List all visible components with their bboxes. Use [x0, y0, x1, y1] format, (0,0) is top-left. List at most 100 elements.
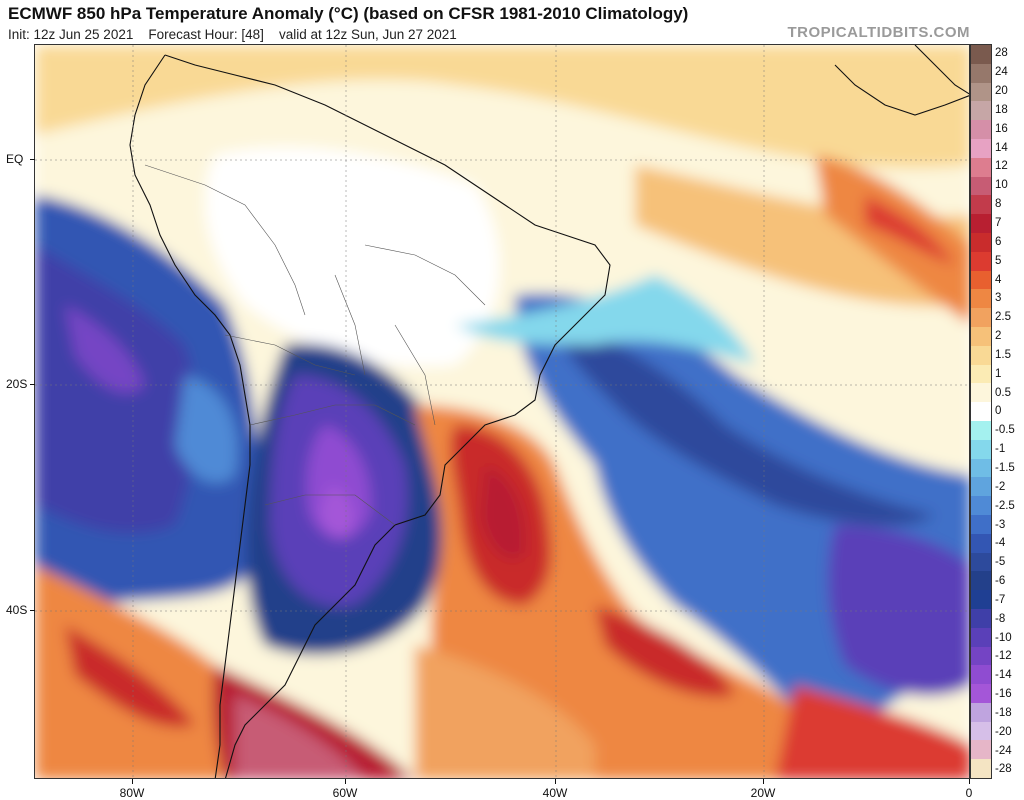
colorbar-swatch: [971, 571, 991, 591]
colorbar-swatch: [971, 684, 991, 703]
lon-tick: [345, 779, 346, 784]
colorbar-swatch: [971, 326, 991, 346]
colorbar-label: 14: [995, 141, 1008, 154]
colorbar-label: 4: [995, 273, 1002, 286]
lat-tick: [30, 610, 35, 611]
colorbar-label: 0.5: [995, 386, 1011, 399]
colorbar-swatch: [971, 740, 991, 760]
colorbar-label: -7: [995, 593, 1006, 606]
anomaly-map: [34, 44, 970, 779]
colorbar-swatch: [971, 251, 991, 271]
map-subtitle: Init: 12z Jun 25 2021 Forecast Hour: [48…: [8, 27, 457, 42]
colorbar-label: -28: [995, 763, 1012, 776]
lon-tick: [555, 779, 556, 784]
colorbar-label: -8: [995, 612, 1006, 625]
colorbar-label: -2.5: [995, 499, 1015, 512]
colorbar-swatch: [971, 364, 991, 384]
map-canvas: [35, 45, 969, 778]
colorbar-label: -16: [995, 688, 1012, 701]
colorbar-label: 12: [995, 160, 1008, 173]
lon-label-0: 0: [965, 786, 973, 800]
lat-tick: [30, 384, 35, 385]
colorbar-swatch: [971, 289, 991, 309]
lat-label-40s: 40S: [6, 603, 28, 617]
colorbar-swatch: [971, 665, 991, 685]
colorbar-swatch: [971, 270, 991, 290]
map-title: ECMWF 850 hPa Temperature Anomaly (°C) (…: [8, 4, 689, 23]
colorbar-label: 7: [995, 217, 1002, 230]
colorbar-label: 3: [995, 292, 1002, 305]
colorbar-swatch: [971, 176, 991, 196]
lon-label-60w: 60W: [332, 786, 358, 800]
colorbar-swatch: [971, 45, 991, 64]
colorbar-swatch: [971, 552, 991, 572]
colorbar-swatch: [971, 420, 991, 440]
lon-label-40w: 40W: [542, 786, 568, 800]
colorbar-swatch: [971, 514, 991, 534]
colorbar-swatch: [971, 458, 991, 478]
lon-label-20w: 20W: [750, 786, 776, 800]
colorbar-swatch: [971, 608, 991, 628]
colorbar-label: 1.5: [995, 348, 1011, 361]
lon-tick: [969, 779, 970, 784]
colorbar-label: -0.5: [995, 424, 1015, 437]
colorbar-label: -20: [995, 725, 1012, 738]
colorbar-labels: 28 24 20 18 16 14 12 10 8 7 6 5 4 3 2.5 2 1.5 1 0.5 0 -0.5 -1…: [995, 44, 1024, 779]
colorbar-label: 18: [995, 103, 1008, 116]
colorbar-label: 8: [995, 198, 1002, 211]
colorbar-swatch: [971, 477, 991, 497]
colorbar-label: -2: [995, 480, 1006, 493]
colorbar-swatch: [971, 232, 991, 252]
colorbar-swatch: [971, 702, 991, 722]
colorbar-swatch: [971, 721, 991, 741]
colorbar-swatch: [971, 308, 991, 327]
colorbar-label: -12: [995, 650, 1012, 663]
colorbar-label: -10: [995, 631, 1012, 644]
colorbar-label: -4: [995, 537, 1006, 550]
coastline: [129, 45, 969, 778]
colorbar-label: -5: [995, 556, 1006, 569]
watermark: TROPICALTIDBITS.COM: [787, 24, 970, 41]
colorbar-label: -1: [995, 443, 1006, 456]
colorbar-swatch: [971, 101, 991, 121]
forecast-hour: Forecast Hour: [48]: [148, 27, 264, 42]
colorbar-label: -18: [995, 706, 1012, 719]
colorbar-swatch: [971, 214, 991, 233]
colorbar-label: 1: [995, 367, 1002, 380]
colorbar-label: -14: [995, 669, 1012, 682]
lon-tick: [132, 779, 133, 784]
colorbar-swatch: [971, 402, 991, 421]
colorbar-label: 5: [995, 254, 1002, 267]
colorbar-swatch: [971, 63, 991, 83]
anomaly-field: [35, 45, 969, 778]
colorbar-label: 2: [995, 330, 1002, 343]
colorbar-label: -1.5: [995, 461, 1015, 474]
colorbar-label: 20: [995, 85, 1008, 98]
colorbar-swatch: [971, 759, 991, 779]
country-borders: [144, 164, 486, 526]
colorbar-swatch: [971, 383, 991, 403]
colorbar-label: -6: [995, 575, 1006, 588]
colorbar-swatch: [971, 496, 991, 515]
colorbar-swatch: [971, 533, 991, 553]
colorbar-swatch: [971, 157, 991, 177]
colorbar-swatch: [971, 138, 991, 158]
lat-label-20s: 20S: [6, 377, 28, 391]
colorbar-swatch: [971, 627, 991, 647]
colorbar-label: -3: [995, 518, 1006, 531]
colorbar-swatch: [971, 120, 991, 139]
colorbar-swatch: [971, 195, 991, 215]
valid-time: valid at 12z Sun, Jun 27 2021: [278, 27, 457, 42]
graticule: [35, 45, 969, 778]
colorbar-label: 16: [995, 122, 1008, 135]
colorbar: [970, 44, 992, 779]
init-time: Init: 12z Jun 25 2021: [8, 27, 134, 42]
colorbar-label: 28: [995, 47, 1008, 60]
colorbar-swatch: [971, 82, 991, 102]
colorbar-swatch: [971, 439, 991, 459]
colorbar-label: 0: [995, 405, 1002, 418]
lon-label-80w: 80W: [119, 786, 145, 800]
colorbar-label: 2.5: [995, 311, 1011, 324]
colorbar-swatch: [971, 345, 991, 365]
colorbar-label: -24: [995, 744, 1012, 757]
